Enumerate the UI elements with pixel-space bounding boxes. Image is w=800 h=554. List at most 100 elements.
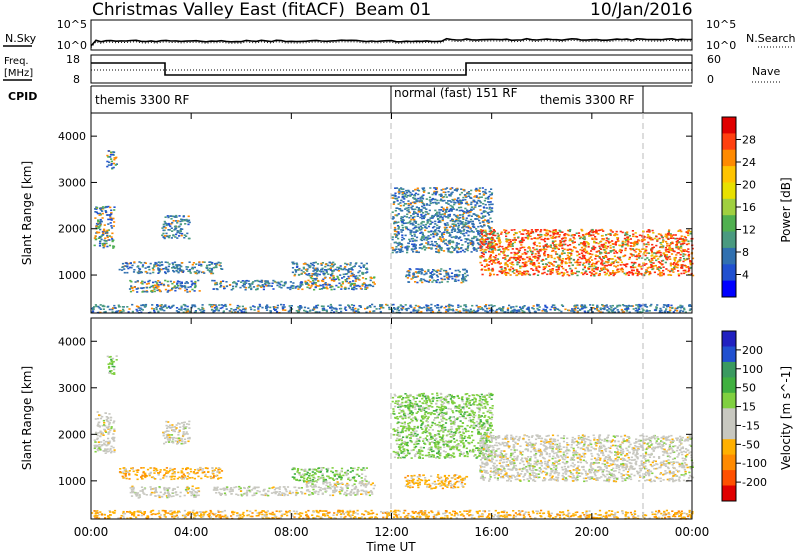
echo-cell — [613, 255, 616, 258]
echo-cell — [443, 226, 446, 229]
echo-cell — [454, 247, 457, 250]
echo-cell — [647, 241, 650, 244]
echo-cell — [503, 250, 506, 252]
echo-cell — [327, 268, 330, 271]
echo-cell — [433, 187, 436, 189]
echo-cell — [351, 272, 354, 275]
echo-cell — [341, 281, 344, 283]
echo-cell — [683, 272, 686, 275]
echo-cell — [431, 277, 434, 279]
echo-cell — [489, 201, 492, 203]
echo-cell — [464, 248, 467, 251]
echo-cell — [545, 310, 548, 313]
echo-cell — [534, 253, 537, 255]
echo-cell — [164, 271, 167, 273]
echo-cell — [485, 235, 488, 237]
echo-cell — [364, 288, 367, 290]
echo-cell — [659, 307, 662, 310]
echo-cell — [439, 216, 442, 219]
echo-cell — [98, 307, 101, 309]
echo-cell — [470, 310, 473, 312]
echo-cell — [157, 285, 160, 288]
echo-cell — [515, 269, 518, 271]
echo-cell — [602, 257, 605, 259]
echo-cell — [496, 237, 499, 239]
echo-cell — [302, 267, 306, 270]
echo-cell — [411, 205, 414, 207]
echo-cell — [662, 306, 665, 308]
echo-cell — [349, 264, 352, 266]
echo-cell — [666, 242, 669, 245]
echo-cell — [627, 244, 630, 247]
echo-cell — [178, 280, 181, 283]
echo-cell — [200, 265, 203, 267]
echo-cell — [516, 257, 519, 259]
echo-cell — [455, 309, 458, 311]
echo-cell — [632, 266, 635, 269]
echo-cell — [394, 228, 397, 231]
echo-cell — [529, 232, 533, 234]
echo-cell — [193, 266, 196, 269]
echo-cell — [291, 262, 295, 265]
echo-cell — [639, 310, 642, 313]
echo-cell — [478, 510, 481, 512]
echo-cell — [487, 269, 490, 272]
echo-cell — [423, 235, 426, 237]
echo-cell — [438, 213, 441, 215]
echo-cell — [447, 215, 450, 217]
echo-cell — [211, 306, 214, 308]
echo-cell — [624, 511, 628, 513]
echo-cell — [167, 289, 170, 292]
echo-cell — [149, 262, 152, 265]
echo-cell — [452, 208, 455, 210]
echo-region — [479, 228, 695, 277]
echo-cell — [627, 308, 630, 310]
echo-cell — [220, 304, 223, 306]
echo-cell — [453, 225, 456, 227]
echo-cell — [604, 273, 607, 276]
echo-cell — [257, 310, 260, 312]
echo-cell — [583, 272, 586, 275]
echo-cell — [422, 215, 425, 218]
echo-cell — [596, 306, 599, 309]
echo-cell — [601, 311, 604, 314]
echo-cell — [287, 511, 290, 513]
echo-cell — [448, 303, 451, 306]
echo-cell — [344, 262, 347, 265]
echo-cell — [434, 270, 437, 273]
echo-cell — [676, 240, 679, 242]
echo-cell — [488, 517, 491, 519]
echo-cell — [91, 307, 94, 310]
echo-cell — [582, 255, 585, 258]
echo-cell — [367, 284, 370, 287]
echo-cell — [295, 262, 298, 265]
echo-cell — [344, 288, 347, 290]
echo-cell — [680, 230, 683, 233]
echo-cell — [475, 190, 478, 192]
echo-cell — [296, 263, 299, 266]
echo-cell — [160, 307, 163, 309]
echo-cell — [660, 234, 663, 237]
echo-cell — [670, 235, 674, 237]
echo-cell — [440, 233, 444, 236]
echo-cell — [679, 515, 682, 517]
echo-cell — [568, 512, 571, 514]
echo-cell — [444, 228, 447, 231]
echo-cell — [444, 216, 447, 218]
echo-cell — [156, 287, 159, 289]
echo-cell — [425, 247, 428, 249]
echo-cell — [528, 257, 531, 260]
echo-cell — [665, 305, 669, 308]
echo-cell — [585, 241, 588, 243]
echo-cell — [450, 231, 454, 233]
echo-cell — [368, 310, 372, 313]
echo-cell — [626, 306, 629, 308]
echo-cell — [573, 234, 576, 236]
echo-cell — [476, 230, 479, 232]
echo-cell — [481, 226, 484, 228]
echo-cell — [139, 307, 142, 309]
echo-cell — [402, 196, 405, 199]
echo-cell — [455, 246, 458, 249]
echo-cell — [420, 222, 423, 225]
echo-cell — [316, 267, 319, 270]
